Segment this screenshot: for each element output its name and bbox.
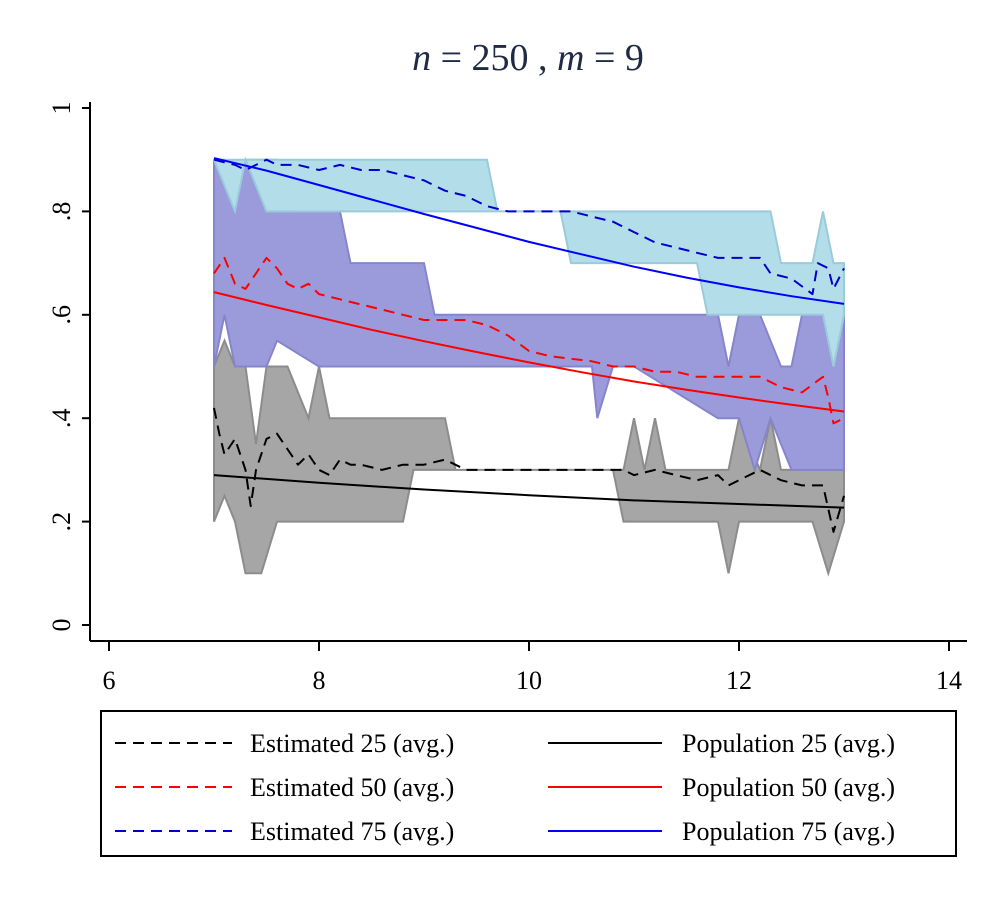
estimated-50-avg-line <box>213 256 845 425</box>
legend-label: Estimated 75 (avg.) <box>250 817 454 846</box>
x-tick-label: 6 <box>103 666 116 695</box>
title-m: m <box>557 37 584 79</box>
legend-label: Population 25 (avg.) <box>682 729 895 758</box>
y-tick-label: .2 <box>47 512 76 532</box>
population-50-avg-line <box>213 291 845 413</box>
y-tick-label: .6 <box>47 305 76 325</box>
legend-label: Estimated 25 (avg.) <box>250 729 454 758</box>
x-tick-label: 10 <box>516 666 542 695</box>
y-tick-label: .8 <box>47 202 76 222</box>
estimated-75-avg-line <box>213 158 845 296</box>
legend: Estimated 25 (avg.) Population 25 (avg.) E… <box>100 710 957 857</box>
band-75-area <box>212 156 845 367</box>
x-tick-label: 14 <box>936 666 962 695</box>
band-25-area <box>213 337 845 577</box>
estimated-25-avg-line <box>213 407 845 533</box>
legend-label: Population 50 (avg.) <box>682 773 895 802</box>
legend-box <box>100 710 957 857</box>
title-eq2: = 9 <box>584 37 643 79</box>
series-lines <box>213 157 845 533</box>
population-75-avg-line <box>213 157 845 305</box>
y-tick-label: 0 <box>47 619 76 632</box>
y-tick-label: 1 <box>47 102 76 115</box>
chart-title: n = 250 , m = 9 <box>412 37 644 79</box>
y-tick-label: .4 <box>47 408 76 428</box>
axes: 0 .2 .4 .6 .8 1 6 8 10 12 14 <box>47 102 967 695</box>
confidence-bands <box>212 156 845 577</box>
population-25-avg-line <box>213 474 845 509</box>
legend-label: Estimated 50 (avg.) <box>250 773 454 802</box>
x-tick-label: 12 <box>726 666 752 695</box>
title-eq1: = 250 , <box>431 37 557 79</box>
title-n: n <box>412 37 431 79</box>
legend-label: Population 75 (avg.) <box>682 817 895 846</box>
x-tick-label: 8 <box>313 666 326 695</box>
